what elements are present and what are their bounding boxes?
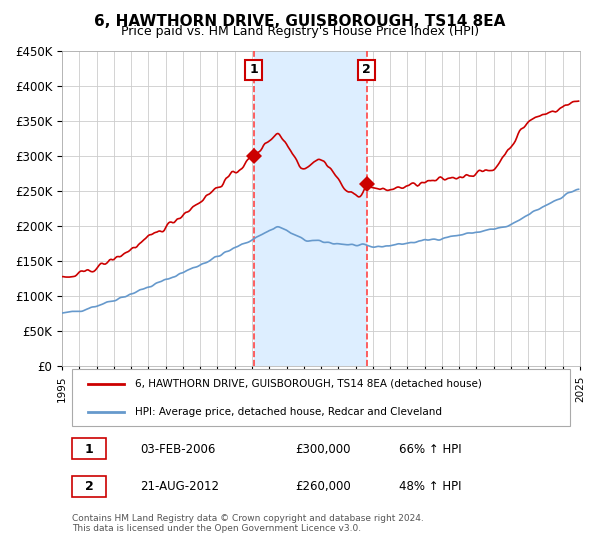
Text: 2: 2 <box>85 480 94 493</box>
Text: 48% ↑ HPI: 48% ↑ HPI <box>399 480 461 493</box>
Text: £300,000: £300,000 <box>295 442 350 455</box>
Text: 21-AUG-2012: 21-AUG-2012 <box>140 480 219 493</box>
Text: Price paid vs. HM Land Registry's House Price Index (HPI): Price paid vs. HM Land Registry's House … <box>121 25 479 38</box>
Text: 1: 1 <box>249 63 258 76</box>
Bar <box>254 51 367 366</box>
Text: 6, HAWTHORN DRIVE, GUISBOROUGH, TS14 8EA (detached house): 6, HAWTHORN DRIVE, GUISBOROUGH, TS14 8EA… <box>134 379 481 389</box>
Text: 66% ↑ HPI: 66% ↑ HPI <box>399 442 461 455</box>
Text: 1: 1 <box>85 442 94 455</box>
FancyBboxPatch shape <box>73 476 106 497</box>
Text: £260,000: £260,000 <box>295 480 351 493</box>
Text: Contains HM Land Registry data © Crown copyright and database right 2024.
This d: Contains HM Land Registry data © Crown c… <box>73 514 424 533</box>
Text: 03-FEB-2006: 03-FEB-2006 <box>140 442 215 455</box>
FancyBboxPatch shape <box>73 438 106 459</box>
Text: HPI: Average price, detached house, Redcar and Cleveland: HPI: Average price, detached house, Redc… <box>134 407 442 417</box>
Text: 6, HAWTHORN DRIVE, GUISBOROUGH, TS14 8EA: 6, HAWTHORN DRIVE, GUISBOROUGH, TS14 8EA <box>94 14 506 29</box>
Text: 2: 2 <box>362 63 371 76</box>
FancyBboxPatch shape <box>73 370 569 426</box>
